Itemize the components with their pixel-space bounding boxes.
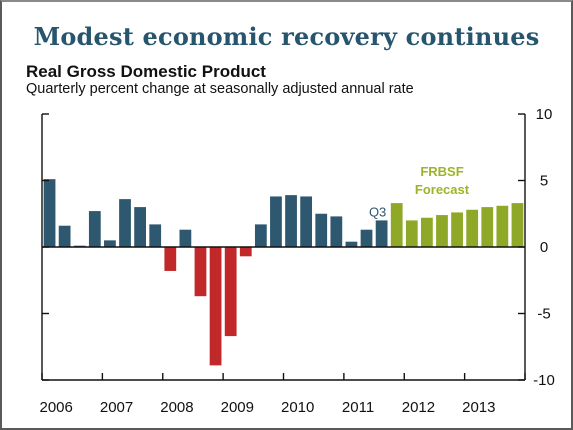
x-tick-label: 2006 (40, 399, 73, 416)
x-tick-label: 2013 (462, 399, 495, 416)
x-tick-label: 2012 (402, 399, 435, 416)
forecast-annotation: Forecast (415, 182, 470, 197)
gdp-bar (209, 247, 222, 366)
q3-annotation: Q3 (369, 204, 386, 219)
gdp-bar (58, 225, 71, 247)
forecast-bar (451, 212, 463, 247)
gdp-bar (315, 213, 328, 247)
frbsf-annotation: FRBSF (420, 164, 463, 179)
gdp-bar (149, 224, 162, 247)
gdp-bar (375, 220, 388, 247)
chart-subtitle: Real Gross Domestic Product (26, 62, 266, 81)
chart-title: Modest economic recovery continues (33, 22, 540, 51)
gdp-bar (254, 224, 267, 247)
forecast-bar (481, 207, 494, 247)
gdp-bar (88, 211, 101, 247)
y-tick-label: 0 (540, 239, 548, 256)
forecast-bar (466, 209, 479, 247)
forecast-bar (496, 205, 509, 247)
gdp-bar (164, 247, 177, 271)
gdp-bar (194, 247, 207, 297)
y-tick-label: -5 (537, 306, 550, 323)
gdp-bar (43, 179, 56, 247)
x-tick-label: 2011 (342, 399, 374, 416)
labels-group: 10 5 0 -5 -10 2006 2007 2008 2009 2010 2011 2012 201… (40, 106, 555, 416)
y-tick-label: -10 (533, 372, 555, 389)
gdp-bar (134, 207, 146, 247)
gdp-bar (104, 240, 116, 247)
gdp-bar (360, 229, 373, 247)
gdp-bar (345, 241, 358, 247)
forecast-bar (405, 220, 418, 247)
x-tick-label: 2008 (160, 399, 193, 416)
y-tick-label: 10 (536, 106, 553, 123)
forecast-bar (390, 203, 403, 247)
x-tick-label: 2007 (100, 399, 133, 416)
gdp-bar (239, 247, 252, 257)
gdp-bar (224, 247, 237, 337)
x-tick-label: 2010 (281, 399, 314, 416)
y-tick-label: 5 (540, 173, 548, 190)
gdp-bar (179, 229, 192, 247)
chart-description: Quarterly percent change at seasonally a… (26, 81, 414, 97)
x-tick-label: 2009 (221, 399, 254, 416)
gdp-bar (119, 199, 131, 247)
forecast-bar (436, 215, 448, 247)
gdp-bar (270, 196, 282, 247)
forecast-bar (421, 217, 433, 247)
axes-group (41, 113, 526, 381)
gdp-bar (285, 195, 297, 247)
bars-group (43, 179, 524, 366)
gdp-bar (330, 216, 343, 247)
forecast-bar (511, 203, 524, 247)
gdp-bar (300, 196, 313, 247)
